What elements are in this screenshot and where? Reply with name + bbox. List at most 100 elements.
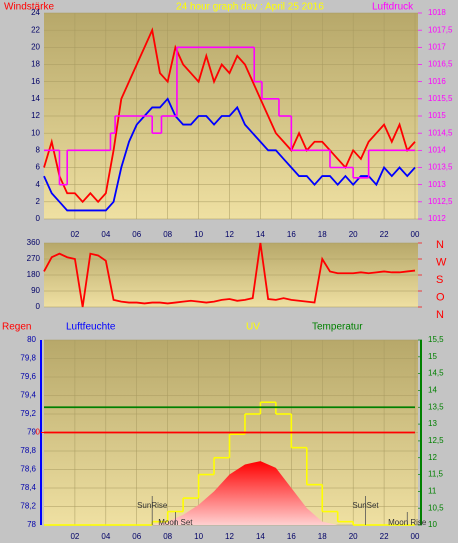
y-tick-label: 78,4: [20, 483, 36, 492]
x-tick-label: 20: [349, 230, 358, 239]
y2-tick-label: 1014: [428, 145, 446, 154]
y-tick-label: 22: [31, 25, 40, 34]
y-tick-label: 6: [36, 163, 41, 172]
x-tick-label: 14: [256, 532, 265, 541]
y-tick-label: 18: [31, 60, 40, 69]
y-tick-label: 78: [27, 520, 36, 529]
x-tick-label: 10: [194, 532, 203, 541]
x-tick-label: 02: [70, 532, 79, 541]
y2-tick-label: 1017: [428, 42, 446, 51]
y2-tick-label: N: [436, 309, 444, 321]
y-tick-label: 80: [27, 335, 36, 344]
x-tick-label: 20: [349, 532, 358, 541]
y-tick-label: 180: [27, 270, 41, 279]
y-tick-label: 78,8: [20, 446, 36, 455]
x-tick-label: 04: [101, 532, 110, 541]
x-tick-label: 02: [70, 230, 79, 239]
y-tick-label: 16: [31, 77, 40, 86]
chart-title: 24 hour graph dav : April 25 2016: [176, 2, 324, 13]
y-tick-label: 79,2: [20, 409, 36, 418]
series-line: [43, 97, 416, 212]
y-tick-label: 78,2: [20, 502, 36, 511]
y2-tick-label: 14,5: [428, 369, 444, 378]
y2-tick-label: 11: [428, 486, 437, 495]
uv-label: UV: [246, 322, 260, 333]
y-tick-label: 0: [36, 302, 41, 311]
y-tick-label: 79,4: [20, 391, 36, 400]
y2-tick-label: 1017,5: [428, 25, 453, 34]
x-tick-label: 10: [194, 230, 203, 239]
y-tick-label: 10: [31, 128, 40, 137]
series-line: [43, 242, 416, 308]
y3-tick-label: 0: [36, 428, 41, 437]
y2-tick-label: 10: [428, 520, 437, 529]
area: [44, 461, 415, 525]
y-tick-label: 14: [31, 94, 40, 103]
y-tick-label: 8: [36, 145, 41, 154]
y-tick-label: 0: [36, 214, 41, 223]
y2-tick-label: 1013,5: [428, 163, 453, 172]
y-tick-label: 360: [27, 238, 41, 247]
y2-axis-label: Luftdruck: [372, 2, 414, 13]
x-tick-label: 18: [318, 230, 327, 239]
y2-tick-label: O: [436, 291, 445, 303]
annotation: Moon Rise: [388, 518, 427, 527]
x-tick-label: 04: [101, 230, 110, 239]
x-tick-label: 16: [287, 532, 296, 541]
x-tick-label: 06: [132, 230, 141, 239]
y-tick-label: 79,8: [20, 354, 36, 363]
y2-tick-label: 1012: [428, 214, 446, 223]
y-tick-label: 78,6: [20, 465, 36, 474]
y2-tick-label: 15: [428, 352, 437, 361]
x-tick-label: 18: [318, 532, 327, 541]
y2-tick-label: N: [436, 239, 444, 251]
y2-tick-label: 13: [428, 419, 437, 428]
temperature-label: Temperatur: [312, 322, 363, 333]
x-tick-label: 00: [411, 532, 420, 541]
x-tick-label: 00: [411, 230, 420, 239]
y2-tick-label: S: [436, 274, 443, 286]
y2-tick-label: 10,5: [428, 503, 444, 512]
humidity-label: Luftfeuchte: [66, 322, 116, 333]
y2-tick-label: 1015: [428, 111, 446, 120]
x-tick-label: 08: [163, 230, 172, 239]
y2-tick-label: 1016,5: [428, 60, 453, 69]
annotation: Moon Set: [158, 518, 193, 527]
y-tick-label: 20: [31, 42, 40, 51]
x-tick-label: 06: [132, 532, 141, 541]
x-tick-label: 08: [163, 532, 172, 541]
series-line: [43, 27, 416, 204]
annotation: SunRise: [137, 501, 168, 510]
y2-tick-label: 12: [428, 453, 437, 462]
y2-tick-label: 12,5: [428, 436, 444, 445]
y-axis-label: Windstärke: [4, 2, 54, 13]
annotation: SunSet: [352, 501, 379, 510]
y-tick-label: 24: [31, 8, 40, 17]
y-tick-label: 79: [27, 428, 36, 437]
x-tick-label: 22: [380, 230, 389, 239]
y-tick-label: 90: [31, 286, 40, 295]
y2-tick-label: 15,5: [428, 335, 444, 344]
x-tick-label: 22: [380, 532, 389, 541]
y2-tick-label: 1012,5: [428, 197, 453, 206]
x-tick-label: 12: [225, 230, 234, 239]
y2-tick-label: 1018: [428, 8, 446, 17]
y-tick-label: 4: [36, 180, 41, 189]
y-tick-label: 270: [27, 254, 41, 263]
rain-label: Regen: [2, 322, 31, 333]
y2-tick-label: 13,5: [428, 402, 444, 411]
x-tick-label: 16: [287, 230, 296, 239]
x-tick-label: 14: [256, 230, 265, 239]
y2-tick-label: 1014,5: [428, 128, 453, 137]
y2-tick-label: 1015,5: [428, 94, 453, 103]
y-tick-label: 12: [31, 111, 40, 120]
y2-tick-label: 14: [428, 386, 437, 395]
y-tick-label: 2: [36, 197, 41, 206]
y2-tick-label: 11,5: [428, 470, 444, 479]
y2-tick-label: 1016: [428, 77, 446, 86]
x-tick-label: 12: [225, 532, 234, 541]
y2-tick-label: W: [436, 256, 447, 268]
y2-tick-label: 1013: [428, 180, 446, 189]
y-tick-label: 79,6: [20, 372, 36, 381]
